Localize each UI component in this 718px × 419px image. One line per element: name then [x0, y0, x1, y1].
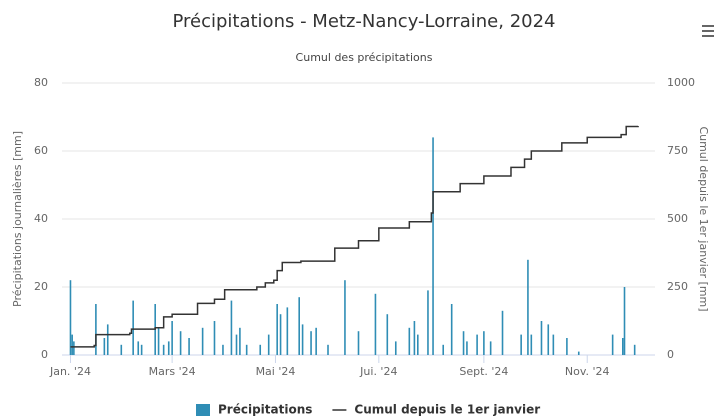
bar [547, 324, 550, 355]
bar [476, 334, 478, 355]
menu-icon[interactable] [702, 25, 714, 37]
bar [120, 344, 123, 355]
x-tick-label: Sept. '24 [459, 365, 508, 378]
bar [71, 334, 73, 355]
bar [623, 287, 626, 355]
bar [213, 321, 216, 355]
bar [394, 341, 397, 355]
legend-label: Cumul depuis le 1er janvier [354, 403, 540, 417]
bar [466, 341, 468, 355]
bar [286, 307, 289, 355]
bar [417, 334, 419, 355]
x-tick-label: Jan. '24 [49, 365, 91, 378]
bar [427, 290, 429, 355]
y-tick-label: 20 [34, 280, 48, 293]
bar [201, 327, 204, 355]
legend-label: Précipitations [218, 403, 312, 417]
bar [235, 334, 238, 355]
bar [566, 338, 568, 355]
menu-bar[interactable] [702, 35, 714, 37]
y2-tick-label: 500 [667, 212, 688, 225]
bar [245, 344, 248, 355]
bar [73, 341, 75, 355]
bar [310, 331, 312, 355]
bar [132, 300, 134, 355]
bar [162, 344, 165, 355]
bar [106, 324, 109, 355]
bar [69, 280, 72, 355]
cumulative-line [70, 125, 639, 348]
bar [279, 314, 282, 355]
bar [157, 327, 160, 355]
bar [103, 338, 106, 355]
bar [483, 331, 485, 355]
bar [540, 321, 543, 355]
legend-swatch [196, 404, 210, 416]
bar [442, 344, 445, 355]
bar [167, 341, 170, 355]
bar [137, 341, 140, 355]
bar [357, 331, 360, 355]
bar [552, 334, 555, 355]
bar [501, 310, 504, 355]
y2-tick-label: 750 [667, 144, 688, 157]
x-tick-label: Mars '24 [149, 365, 196, 378]
bar [413, 321, 416, 355]
bar [462, 331, 465, 355]
bar [530, 334, 533, 355]
bar [315, 327, 317, 355]
bar [577, 351, 580, 355]
bar [432, 137, 434, 355]
bar [374, 293, 377, 355]
bar [267, 334, 270, 355]
bar [527, 259, 529, 355]
x-tick-label: Nov. '24 [565, 365, 610, 378]
chart-title: Précipitations - Metz-Nancy-Lorraine, 20… [172, 11, 555, 32]
bar [179, 331, 182, 355]
bar [633, 344, 636, 355]
y-axis-label: Précipitations journalières [mm] [11, 131, 24, 307]
chart-subtitle: Cumul des précipitations [296, 51, 433, 64]
menu-bar[interactable] [702, 30, 714, 32]
y-tick-label: 40 [34, 212, 48, 225]
bar [95, 304, 97, 355]
y2-tick-label: 1000 [667, 76, 695, 89]
x-tick-label: Mai '24 [256, 365, 296, 378]
y-tick-label: 60 [34, 144, 48, 157]
bar [298, 297, 300, 355]
bar [386, 314, 389, 355]
bar [520, 334, 522, 355]
bar [140, 344, 143, 355]
y2-axis-label: Cumul depuis le 1er janvier [mm] [697, 126, 710, 311]
bar [344, 280, 346, 355]
bar [327, 344, 329, 355]
bar [301, 324, 304, 355]
bar [171, 321, 173, 355]
bar [239, 327, 241, 355]
y2-tick-label: 0 [667, 348, 674, 361]
bar [188, 338, 190, 355]
x-tick-label: Jui. '24 [359, 365, 397, 378]
menu-bar[interactable] [702, 25, 714, 27]
bar [408, 327, 411, 355]
bar [259, 344, 262, 355]
bar [230, 300, 233, 355]
y2-tick-label: 250 [667, 280, 688, 293]
y-tick-label: 0 [41, 348, 48, 361]
bar [450, 304, 453, 355]
bar [622, 338, 624, 355]
bar [276, 304, 278, 355]
bar [489, 341, 492, 355]
y-tick-label: 80 [34, 76, 48, 89]
bar [222, 344, 224, 355]
bar [611, 334, 614, 355]
